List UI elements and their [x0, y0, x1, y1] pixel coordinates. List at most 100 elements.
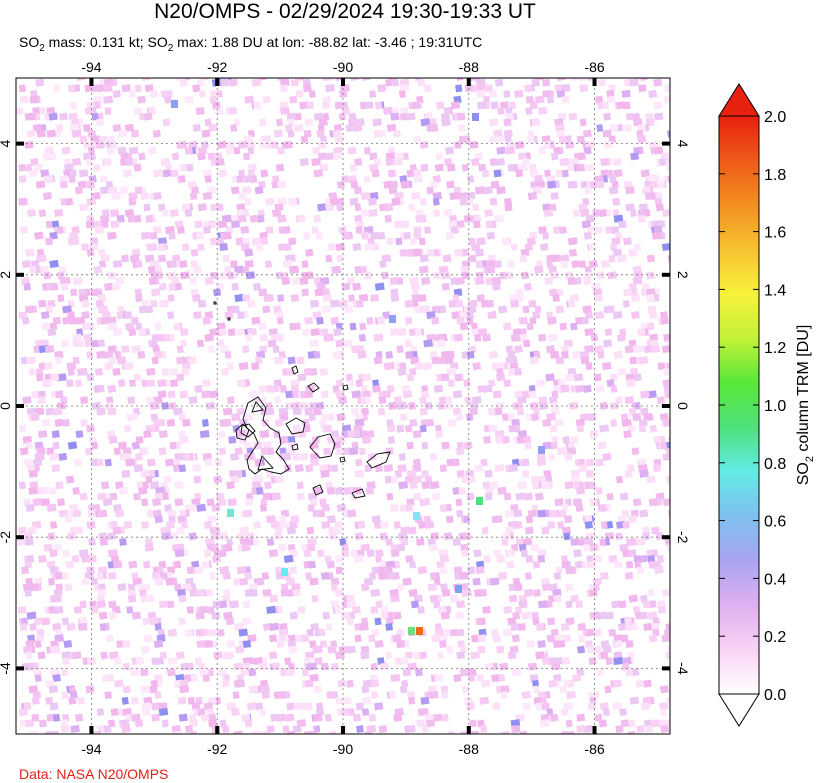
so2-pixel — [584, 724, 594, 734]
so2-pixel — [173, 560, 182, 569]
so2-pixel — [414, 328, 423, 337]
so2-pixel — [293, 736, 302, 744]
espanola-island — [351, 488, 366, 499]
so2-pixel — [236, 379, 247, 388]
so2-pixel — [540, 243, 549, 252]
so2-pixel — [537, 509, 547, 518]
so2-pixel-high — [476, 497, 483, 505]
so2-pixel — [496, 146, 506, 155]
so2-pixel — [19, 447, 29, 456]
so2-pixel — [421, 725, 429, 734]
so2-pixel — [406, 441, 414, 450]
so2-pixel — [301, 418, 310, 427]
so2-pixel — [522, 435, 532, 444]
so2-pixel — [79, 135, 88, 144]
so2-pixel — [197, 662, 206, 671]
so2-pixel — [350, 549, 358, 558]
so2-pixel — [477, 186, 485, 195]
so2-pixel — [576, 713, 586, 722]
so2-pixel — [306, 526, 315, 535]
so2-pixel — [317, 140, 327, 149]
so2-pixel — [258, 141, 267, 149]
so2-pixel — [461, 588, 471, 597]
so2-pixel — [128, 560, 138, 569]
so2-pixel — [169, 367, 179, 376]
so2-pixel — [453, 95, 462, 104]
so2-pixel — [67, 532, 77, 541]
so2-pixel — [327, 243, 336, 252]
so2-pixel — [507, 350, 516, 359]
so2-pixel — [235, 328, 245, 337]
so2-pixel — [389, 276, 400, 286]
so2-pixel — [487, 311, 497, 320]
so2-pixel — [158, 430, 168, 439]
so2-pixel — [577, 163, 586, 172]
so2-pixel — [583, 231, 592, 240]
so2-pixel — [410, 600, 420, 609]
so2-pixel — [274, 418, 284, 427]
so2-pixel — [86, 197, 97, 206]
so2-pixel — [180, 662, 189, 671]
so2-pixel — [628, 719, 636, 728]
so2-pixel — [629, 78, 639, 87]
so2-pixel — [318, 736, 327, 744]
so2-pixel — [591, 282, 601, 291]
so2-pixel — [252, 396, 260, 405]
so2-pixel — [640, 594, 648, 603]
so2-pixel — [46, 560, 56, 569]
so2-pixel — [606, 379, 615, 388]
so2-pixel — [118, 441, 127, 450]
so2-pixel — [334, 554, 344, 563]
so2-pixel — [149, 685, 158, 694]
so2-pixel — [578, 260, 587, 269]
so2-pixel — [67, 368, 75, 376]
so2-pixel — [62, 316, 71, 325]
so2-pixel — [337, 396, 348, 405]
so2-pixel — [329, 730, 337, 734]
so2-pixel — [111, 605, 121, 614]
so2-pixel — [205, 589, 214, 597]
so2-pixel — [514, 583, 523, 592]
so2-pixel — [19, 623, 28, 631]
so2-pixel — [435, 152, 444, 161]
so2-pixel — [374, 639, 384, 649]
so2-pixel — [402, 736, 411, 744]
so2-pixel — [648, 498, 659, 507]
so2-pixel — [640, 169, 650, 178]
so2-pixel — [85, 158, 94, 167]
so2-pixel — [26, 208, 37, 218]
so2-pixel — [124, 208, 135, 218]
so2-pixel — [466, 702, 475, 711]
so2-pixel — [502, 532, 511, 541]
so2-pixel — [47, 328, 57, 337]
so2-pixel — [662, 498, 670, 507]
so2-pixel — [366, 481, 376, 490]
so2-pixel — [620, 413, 629, 422]
so2-pixel — [178, 594, 187, 603]
so2-pixel — [244, 197, 252, 206]
so2-pixel — [56, 226, 64, 235]
so2-pixel — [611, 237, 621, 246]
so2-pixel — [609, 401, 620, 410]
so2-pixel — [337, 679, 347, 688]
so2-pixel — [443, 208, 453, 218]
so2-pixel — [632, 373, 642, 382]
so2-pixel — [618, 600, 627, 609]
so2-pixel — [210, 220, 219, 229]
so2-pixel — [184, 146, 193, 155]
so2-pixel — [140, 192, 149, 201]
so2-pixel — [416, 719, 426, 728]
so2-pixel — [349, 322, 357, 331]
so2-pixel — [307, 492, 318, 501]
so2-pixel — [152, 192, 162, 201]
so2-pixel — [260, 430, 270, 439]
so2-pixel — [84, 106, 93, 115]
so2-pixel — [648, 634, 658, 643]
so2-pixel — [495, 373, 506, 382]
so2-pixel — [454, 141, 462, 149]
so2-pixel — [244, 719, 253, 728]
so2-pixel — [260, 135, 270, 144]
so2-pixel — [627, 515, 637, 524]
so2-pixel — [474, 333, 482, 342]
so2-pixel — [239, 526, 250, 535]
